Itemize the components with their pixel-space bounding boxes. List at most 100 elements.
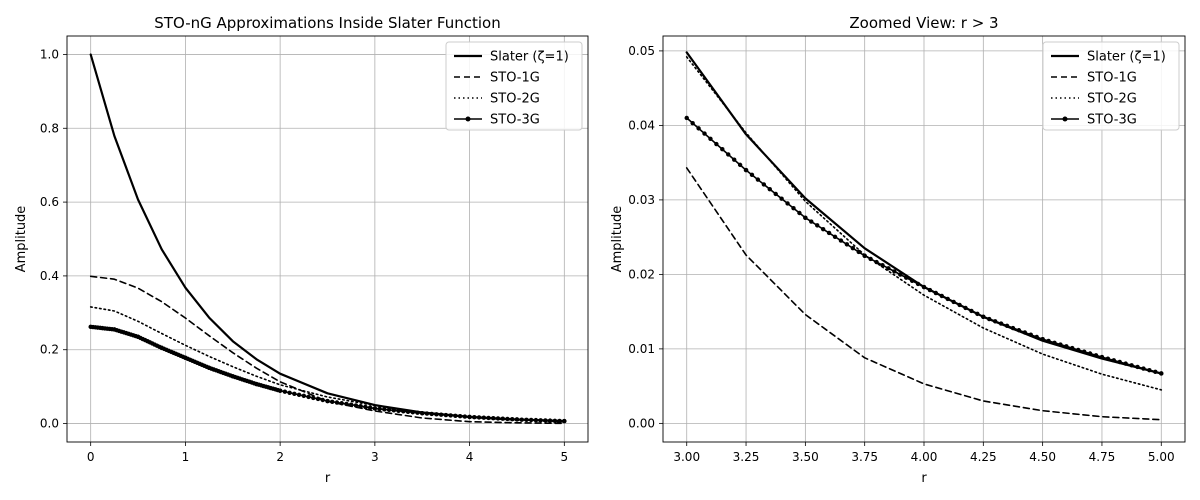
sto-3g-marker — [424, 411, 430, 416]
sto-3g-marker — [552, 418, 558, 423]
sto-3g-marker — [401, 409, 406, 414]
sto-3g-marker — [443, 412, 449, 418]
sto-3g-marker — [491, 415, 496, 421]
sto-3g-marker — [832, 234, 838, 239]
sto-3g-marker — [1099, 354, 1105, 360]
sto-3g-marker — [557, 418, 562, 424]
y-tick-label: 0.04 — [628, 118, 655, 132]
y-tick-label: 0.01 — [628, 342, 655, 356]
sto-3g-marker — [415, 410, 420, 415]
legend-label: STO-2G — [490, 92, 540, 107]
sto-3g-marker — [282, 389, 288, 394]
sto-3g-marker — [524, 417, 529, 423]
x-tick-label: 2 — [276, 450, 284, 464]
sto-3g-marker — [684, 115, 689, 121]
sto-3g-marker — [533, 417, 539, 423]
sto-3g-marker — [495, 416, 501, 421]
x-tick-label: 0 — [87, 450, 95, 464]
right-chart-panel: 3.00 3.25 3.50 3.75 4.00 4.25 4.50 4.75 5.00 0.00… — [610, 14, 1186, 486]
sto-3g-marker — [749, 172, 755, 178]
sto-3g-marker — [429, 411, 434, 417]
y-tick-label: 0.0 — [40, 417, 59, 431]
sto-3g-marker — [945, 296, 950, 302]
sto-3g-marker — [320, 397, 325, 403]
sto-3g-marker — [862, 253, 867, 258]
sto-3g-marker — [992, 319, 998, 324]
y-axis-label: Amplitude — [14, 206, 29, 273]
sto-3g-marker — [1004, 323, 1010, 328]
sto-3g-marker — [803, 215, 808, 220]
legend: Slater (ζ=1) STO-1G STO-2G STO-3G — [1042, 41, 1180, 131]
sto-3g-marker — [1028, 332, 1033, 337]
legend-label: STO-1G — [1087, 71, 1137, 86]
series-line-solid-marker — [89, 325, 566, 422]
sto-3g-marker — [1034, 334, 1039, 340]
sto-3g-marker — [1111, 358, 1117, 363]
legend-marker — [465, 116, 471, 122]
sto-3g-marker — [927, 287, 933, 293]
sto-3g-marker — [377, 406, 382, 412]
sto-3g-marker — [1076, 347, 1081, 353]
y-tick-label: 0.00 — [628, 416, 655, 430]
sto-3g-marker — [826, 230, 832, 236]
sto-3g-marker — [969, 308, 974, 314]
sto-3g-marker — [410, 410, 415, 415]
x-tick-label: 4 — [466, 450, 474, 464]
sto-3g-marker — [386, 407, 392, 413]
sto-3g-marker — [476, 415, 482, 420]
sto-3g-marker — [315, 396, 321, 402]
sto-3g-marker — [1147, 367, 1152, 373]
sto-3g-marker — [779, 196, 784, 201]
sto-3g-marker — [1070, 345, 1075, 351]
sto-3g-marker — [1016, 328, 1022, 333]
sto-3g-marker — [1087, 351, 1093, 356]
x-tick-label: 1 — [182, 450, 190, 464]
sto-3g-marker — [562, 418, 567, 424]
x-axis-label: r — [325, 471, 331, 486]
sto-3g-marker — [886, 266, 891, 271]
sto-3g-marker — [761, 182, 767, 187]
sto-3g-marker — [396, 408, 401, 414]
sto-3g-marker — [726, 152, 731, 157]
sto-3g-marker — [1010, 325, 1016, 331]
x-tick-label: 3.25 — [733, 450, 760, 464]
sto-3g-marker — [287, 390, 292, 395]
sto-3g-marker — [344, 401, 349, 407]
sto-3g-marker — [358, 403, 363, 409]
series-line-dashed — [89, 275, 566, 425]
legend-box — [445, 41, 583, 131]
axes-frame — [662, 35, 1186, 443]
axes-frame — [66, 35, 589, 443]
y-tick-label: 0.05 — [628, 44, 655, 58]
sto-3g-marker — [543, 418, 548, 423]
sto-3g-marker — [528, 417, 534, 423]
series-line-dotted — [685, 56, 1163, 391]
y-axis-label: Amplitude — [610, 206, 625, 273]
legend-label: STO-2G — [1087, 92, 1137, 107]
sto-3g-marker — [951, 299, 956, 305]
sto-3g-marker — [306, 394, 311, 400]
sto-3g-marker — [367, 405, 373, 410]
sto-3g-marker — [904, 275, 909, 280]
sto-3g-marker — [519, 417, 524, 422]
sto-3g-marker — [933, 290, 939, 296]
sto-3g-marker — [330, 399, 335, 404]
sto-3g-marker — [998, 321, 1004, 326]
sto-3g-marker — [462, 414, 468, 419]
sto-3g-marker — [785, 201, 790, 206]
y-tick-label: 0.03 — [628, 193, 655, 207]
sto-3g-marker — [898, 272, 903, 277]
x-tick-label: 5 — [560, 450, 568, 464]
sto-3g-marker — [690, 120, 695, 126]
sto-3g-marker — [372, 406, 378, 411]
sto-3g-marker — [325, 398, 330, 404]
sto-3g-marker — [500, 416, 505, 421]
sto-3g-marker — [277, 388, 283, 393]
sto-3g-marker — [334, 400, 340, 405]
y-tick-label: 0.8 — [40, 121, 59, 135]
sto-3g-marker — [505, 416, 510, 422]
sto-3g-marker — [348, 402, 354, 407]
sto-3g-marker — [311, 395, 316, 401]
sto-3g-marker — [339, 401, 344, 406]
y-tick-label: 0.4 — [40, 269, 59, 283]
